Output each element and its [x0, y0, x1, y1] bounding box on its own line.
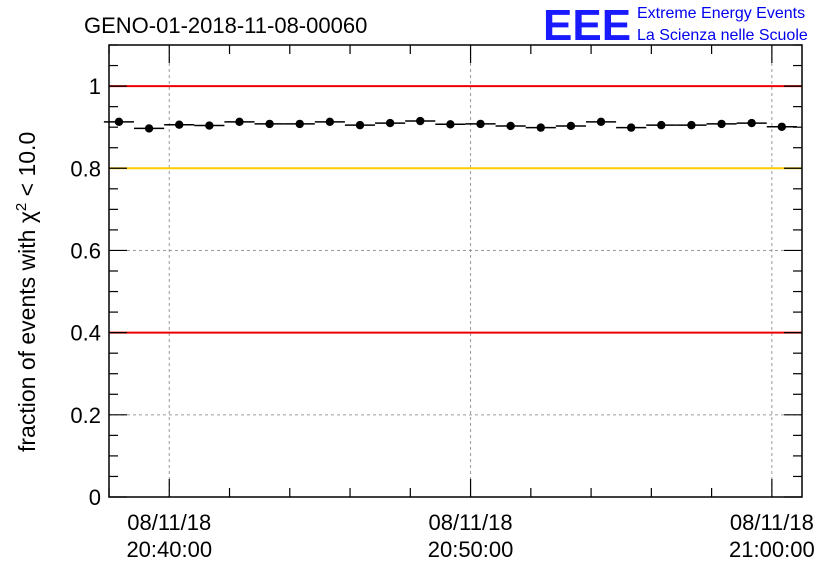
data-point	[555, 121, 586, 131]
data-point	[736, 118, 767, 128]
y-tick-label: 0.8	[70, 156, 101, 181]
data-point	[375, 118, 406, 128]
logo-line-1: Extreme Energy Events	[637, 5, 805, 22]
data-point	[254, 119, 285, 129]
point-marker	[325, 117, 335, 127]
point-marker	[235, 117, 244, 127]
point-marker	[536, 123, 545, 132]
point-marker	[566, 121, 576, 131]
y-axis-label: fraction of events with χ2 < 10.0	[13, 132, 40, 452]
point-marker	[747, 118, 756, 128]
point-marker	[717, 119, 726, 129]
x-tick-time: 20:50:00	[428, 537, 514, 562]
data-point	[706, 119, 737, 129]
data-point	[585, 117, 617, 127]
logo-mark: EEE	[543, 1, 631, 50]
data-point	[405, 116, 436, 126]
point-marker	[626, 123, 636, 132]
point-marker	[446, 120, 455, 129]
logo-line-2: La Scienza nelle Scuole	[637, 27, 808, 44]
data-point	[766, 122, 797, 131]
data-point	[284, 119, 315, 129]
data-points	[103, 116, 797, 133]
point-marker	[657, 120, 666, 130]
data-point	[525, 123, 556, 132]
point-marker	[205, 121, 214, 130]
plot-frame	[108, 44, 803, 498]
y-ticks: 0 0.2 0.4 0.6 0.8 1	[70, 44, 802, 510]
data-point	[194, 121, 225, 130]
point-marker	[144, 124, 154, 133]
chart-title: GENO-01-2018-11-08-00060	[84, 13, 367, 38]
x-tick-date: 08/11/18	[730, 510, 814, 535]
x-tick-date: 08/11/18	[127, 510, 211, 535]
data-point	[676, 120, 707, 130]
point-marker	[175, 120, 184, 129]
y-tick-label: 0.6	[70, 238, 101, 263]
point-marker	[596, 117, 606, 127]
data-point	[224, 117, 255, 127]
y-tick-label: 0.4	[70, 321, 101, 346]
x-tick-date: 08/11/18	[429, 510, 513, 535]
point-marker	[476, 119, 485, 129]
point-marker	[265, 119, 274, 129]
point-marker	[777, 122, 787, 131]
x-ticks: 08/11/1820:40:0008/11/1820:50:0008/11/18…	[108, 45, 815, 562]
data-point	[465, 119, 496, 129]
point-marker	[355, 120, 365, 130]
grid	[109, 45, 802, 497]
point-marker	[295, 119, 304, 129]
data-point	[344, 120, 376, 130]
data-point	[495, 121, 526, 131]
point-marker	[416, 116, 425, 126]
data-point	[164, 120, 195, 129]
x-tick-time: 21:00:00	[729, 537, 815, 562]
point-marker	[385, 118, 395, 128]
eee-logo: EEE Extreme Energy Events La Scienza nel…	[543, 1, 808, 50]
x-tick-time: 20:40:00	[126, 537, 212, 562]
point-marker	[506, 121, 515, 131]
data-point	[616, 123, 647, 132]
data-point	[134, 124, 165, 133]
point-marker	[114, 117, 124, 127]
data-point	[435, 120, 466, 129]
data-point	[646, 120, 677, 130]
plot-border	[108, 44, 803, 498]
data-point	[314, 117, 345, 127]
y-tick-label: 0	[89, 485, 101, 510]
point-marker	[687, 120, 696, 130]
y-tick-label: 1	[89, 74, 101, 99]
y-tick-label: 0.2	[70, 403, 101, 428]
reference-lines	[109, 85, 802, 334]
